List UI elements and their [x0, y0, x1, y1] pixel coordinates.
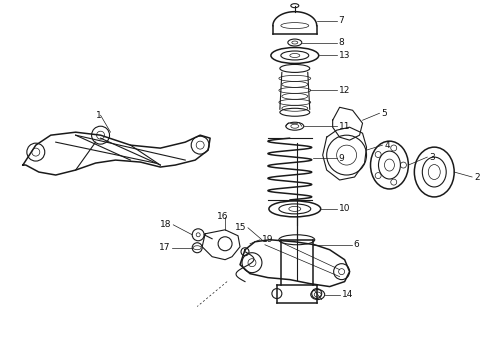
Text: 15: 15: [235, 223, 246, 232]
Text: 19: 19: [262, 235, 273, 244]
Text: 9: 9: [339, 154, 344, 163]
Text: 14: 14: [342, 290, 353, 299]
Text: 13: 13: [339, 51, 350, 60]
Text: 17: 17: [159, 243, 171, 252]
Text: 4: 4: [385, 141, 390, 150]
Text: 8: 8: [339, 38, 344, 47]
Text: 1: 1: [96, 111, 101, 120]
Text: 3: 3: [429, 153, 435, 162]
Text: 6: 6: [354, 240, 359, 249]
Text: 7: 7: [339, 16, 344, 25]
Text: 10: 10: [339, 204, 350, 213]
Text: 18: 18: [160, 220, 172, 229]
Text: 5: 5: [382, 109, 387, 118]
Text: 16: 16: [218, 212, 229, 221]
Text: 12: 12: [339, 86, 350, 95]
Text: 2: 2: [474, 172, 480, 181]
Text: 11: 11: [339, 122, 350, 131]
